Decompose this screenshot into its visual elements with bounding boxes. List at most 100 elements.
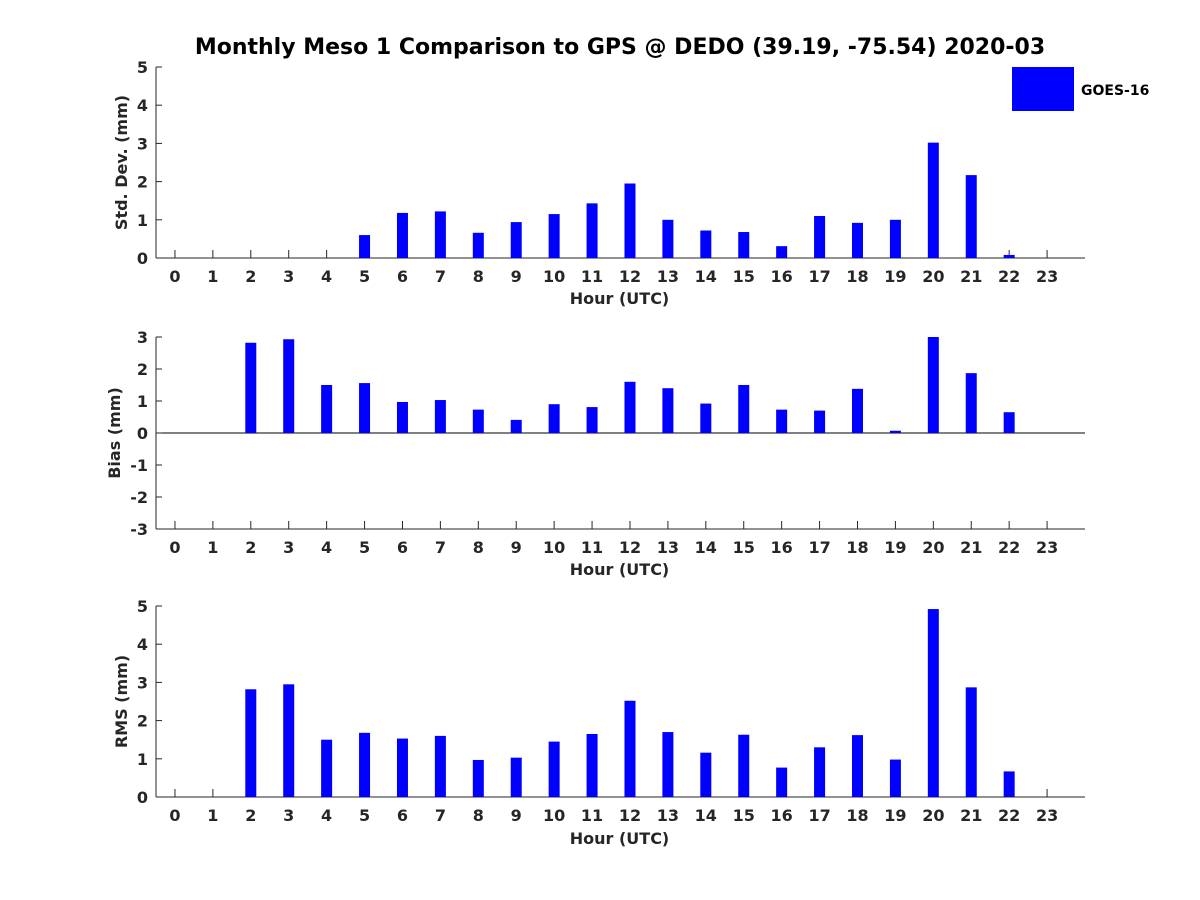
rms-x-tick-label: 10 <box>543 806 565 825</box>
std-dev-bar-hour-17 <box>814 215 826 258</box>
bias-x-tick-label: 14 <box>695 538 717 557</box>
rms-x-tick-label: 1 <box>207 806 218 825</box>
std-dev-x-tick-label: 7 <box>435 267 446 286</box>
rms-x-axis-label: Hour (UTC) <box>570 829 670 848</box>
bias-x-tick-label: 23 <box>1036 538 1058 557</box>
rms-bar-hour-7 <box>434 735 446 797</box>
rms-y-tick-label: 4 <box>137 635 148 654</box>
rms-bar-hour-13 <box>662 732 674 797</box>
rms-x-tick-label: 12 <box>619 806 641 825</box>
bias-x-tick-label: 9 <box>511 538 522 557</box>
std-dev-x-tick-label: 16 <box>771 267 793 286</box>
bias-x-tick-label: 6 <box>397 538 408 557</box>
bias-x-tick-label: 1 <box>207 538 218 557</box>
rms-y-tick-label: 0 <box>137 788 148 807</box>
figure-title: Monthly Meso 1 Comparison to GPS @ DEDO … <box>195 35 1045 60</box>
bias-bar-hour-16 <box>776 409 788 433</box>
rms-x-tick-label: 4 <box>321 806 332 825</box>
bias-bar-hour-2 <box>245 342 257 433</box>
std-dev-x-tick-label: 23 <box>1036 267 1058 286</box>
std-dev-x-tick-label: 13 <box>657 267 679 286</box>
std-dev-y-tick-label: 3 <box>137 134 148 153</box>
rms-x-tick-label: 14 <box>695 806 717 825</box>
std-dev-bar-hour-22 <box>1003 254 1015 258</box>
bias-y-axis-label: Bias (mm) <box>105 387 124 479</box>
bias-x-tick-label: 12 <box>619 538 641 557</box>
bias-bar-hour-11 <box>586 407 598 433</box>
bias-x-tick-label: 22 <box>998 538 1020 557</box>
bias-bar-hour-21 <box>965 373 977 433</box>
bias-x-tick-label: 11 <box>581 538 603 557</box>
bias-bar-hour-22 <box>1003 412 1015 433</box>
bias-bar-hour-9 <box>510 419 522 433</box>
std-dev-bar-hour-9 <box>510 222 522 258</box>
bias-x-tick-label: 3 <box>283 538 294 557</box>
std-dev-bar-hour-18 <box>851 222 863 258</box>
rms-bar-hour-14 <box>700 752 712 797</box>
rms-x-tick-label: 22 <box>998 806 1020 825</box>
bias-y-tick-label: 0 <box>137 424 148 443</box>
rms-bar-hour-22 <box>1003 771 1015 797</box>
legend-label: GOES-16 <box>1081 83 1149 99</box>
std-dev-x-tick-label: 21 <box>960 267 982 286</box>
rms-x-tick-label: 11 <box>581 806 603 825</box>
rms-x-tick-label: 0 <box>169 806 180 825</box>
rms-bar-hour-16 <box>776 767 788 797</box>
std-dev-bar-hour-7 <box>434 211 446 258</box>
rms-x-tick-label: 23 <box>1036 806 1058 825</box>
std-dev-x-tick-label: 1 <box>207 267 218 286</box>
bias-x-tick-label: 15 <box>733 538 755 557</box>
bias-bar-hour-8 <box>472 409 484 433</box>
std-dev-x-tick-label: 5 <box>359 267 370 286</box>
bias-x-tick-label: 7 <box>435 538 446 557</box>
bias-x-tick-label: 8 <box>473 538 484 557</box>
std-dev-x-tick-label: 14 <box>695 267 717 286</box>
bias-x-tick-label: 4 <box>321 538 332 557</box>
rms-x-tick-label: 5 <box>359 806 370 825</box>
bias-bar-hour-7 <box>434 400 446 433</box>
std-dev-y-tick-label: 5 <box>137 58 148 77</box>
std-dev-y-tick-label: 4 <box>137 96 148 115</box>
std-dev-bar-hour-5 <box>359 235 371 258</box>
rms-x-tick-label: 2 <box>245 806 256 825</box>
std-dev-bar-hour-12 <box>624 183 636 258</box>
std-dev-x-tick-label: 0 <box>169 267 180 286</box>
std-dev-bar-hour-11 <box>586 203 598 258</box>
std-dev-bar-hour-6 <box>396 212 408 258</box>
std-dev-x-axis-label: Hour (UTC) <box>570 289 670 308</box>
bias-x-tick-label: 2 <box>245 538 256 557</box>
bias-y-tick-label: -1 <box>130 456 148 475</box>
std-dev-x-tick-label: 15 <box>733 267 755 286</box>
rms-x-tick-label: 20 <box>922 806 944 825</box>
std-dev-x-tick-label: 9 <box>511 267 522 286</box>
rms-y-tick-label: 5 <box>137 597 148 616</box>
std-dev-bar-hour-16 <box>776 246 788 258</box>
rms-bar-hour-3 <box>283 684 295 797</box>
std-dev-y-tick-label: 1 <box>137 211 148 230</box>
std-dev-x-tick-label: 4 <box>321 267 332 286</box>
rms-bar-hour-20 <box>927 609 939 797</box>
rms-y-tick-label: 3 <box>137 673 148 692</box>
bias-bar-hour-18 <box>851 388 863 433</box>
bias-bar-hour-12 <box>624 381 636 433</box>
rms-x-tick-label: 19 <box>884 806 906 825</box>
bias-x-tick-label: 16 <box>771 538 793 557</box>
rms-bar-hour-2 <box>245 689 257 797</box>
bias-x-axis-label: Hour (UTC) <box>570 560 670 579</box>
bias-bar-hour-19 <box>889 430 901 433</box>
rms-x-tick-label: 15 <box>733 806 755 825</box>
std-dev-x-tick-label: 18 <box>846 267 868 286</box>
std-dev-x-tick-label: 17 <box>808 267 830 286</box>
rms-bar-hour-21 <box>965 687 977 797</box>
bias-x-tick-label: 21 <box>960 538 982 557</box>
rms-bar-hour-11 <box>586 733 598 797</box>
std-dev-x-tick-label: 19 <box>884 267 906 286</box>
std-dev-x-tick-label: 6 <box>397 267 408 286</box>
std-dev-bar-hour-20 <box>927 142 939 258</box>
std-dev-x-tick-label: 8 <box>473 267 484 286</box>
std-dev-bar-hour-8 <box>472 232 484 258</box>
rms-bar-hour-4 <box>321 739 333 797</box>
rms-bar-hour-5 <box>359 732 371 797</box>
